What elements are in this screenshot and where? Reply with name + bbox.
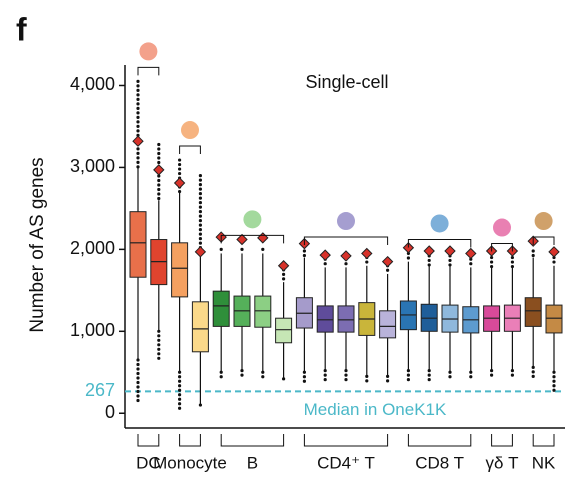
box [316, 305, 334, 333]
box [337, 305, 355, 333]
box [524, 297, 542, 327]
y-tick-label: 3,000 [70, 156, 115, 176]
cell-icon [337, 212, 355, 231]
box [129, 211, 147, 278]
group-bracket-bottom [179, 434, 201, 447]
marker [257, 232, 269, 244]
y-tick-label: 0 [105, 402, 115, 422]
box [212, 290, 230, 327]
reference-label: 267 [85, 380, 115, 400]
marker [465, 247, 477, 260]
group-label: B [247, 453, 258, 472]
box [254, 295, 272, 328]
group-bracket-top [220, 234, 285, 244]
group-label: CD8 T [415, 453, 464, 472]
group-label: Monocyte [153, 453, 227, 472]
panel-letter: f [16, 11, 27, 47]
marker [277, 260, 290, 272]
group-bracket-top [407, 238, 472, 248]
marker [340, 250, 352, 262]
y-tick-label: 4,000 [70, 74, 115, 94]
marker [444, 245, 456, 257]
marker [153, 164, 165, 176]
group-label: NK [532, 453, 556, 472]
marker [402, 242, 415, 254]
group-bracket-bottom [137, 434, 160, 447]
cell-icon [534, 212, 553, 231]
marker [423, 245, 435, 257]
cell-icon [493, 218, 511, 237]
group-label: CD4⁺ T [317, 453, 375, 472]
marker [548, 246, 560, 258]
group-bracket-bottom [303, 434, 389, 447]
cell-icon [430, 214, 449, 233]
group-bracket-top [491, 243, 513, 252]
y-axis-label: Number of AS genes [27, 157, 48, 332]
marker [361, 247, 373, 260]
marker [132, 135, 144, 147]
group-bracket-bottom [407, 434, 472, 447]
marker [381, 255, 394, 268]
group-bracket-bottom [491, 434, 513, 447]
chart-title: Single-cell [305, 72, 388, 92]
marker [319, 249, 331, 261]
marker [236, 233, 248, 246]
marker [173, 177, 186, 189]
group-bracket-bottom [532, 434, 555, 447]
group-bracket-top [303, 236, 389, 246]
group-bracket-top [532, 236, 555, 246]
cell-icon [243, 210, 262, 229]
group-label: DC [136, 453, 161, 472]
group-bracket-top [137, 66, 160, 76]
marker [194, 246, 207, 258]
reference-text: Median in OneK1K [304, 400, 447, 419]
box [379, 310, 397, 339]
box [191, 301, 209, 353]
y-tick-label: 1,000 [70, 320, 115, 340]
cell-icon [181, 121, 199, 140]
box [545, 304, 563, 334]
y-tick-label: 2,000 [70, 238, 115, 258]
box [171, 242, 189, 298]
box [275, 317, 293, 344]
group-label: γδ T [485, 453, 518, 472]
group-bracket-top [179, 145, 201, 155]
cell-icon [139, 42, 158, 61]
group-bracket-bottom [220, 434, 285, 447]
